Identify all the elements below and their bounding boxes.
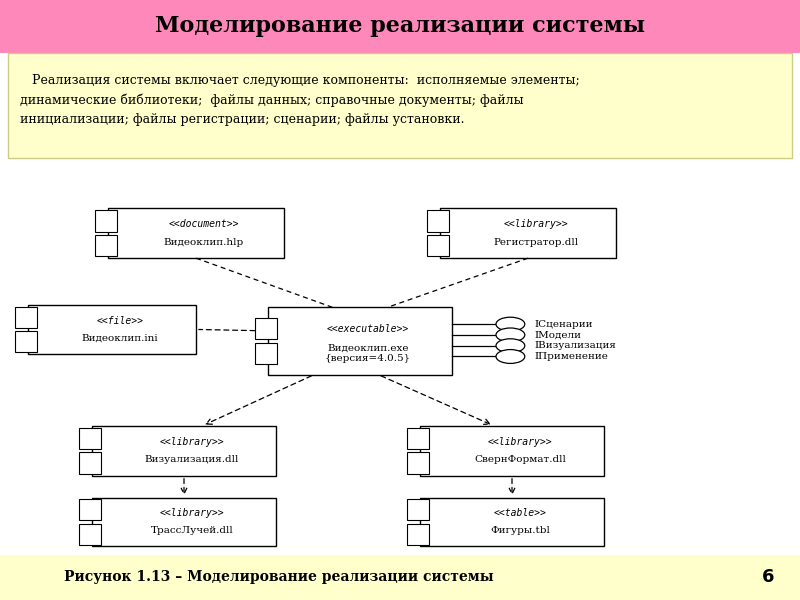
Text: IМодели: IМодели: [534, 331, 582, 340]
Text: <<library>>: <<library>>: [488, 437, 552, 447]
Bar: [426, 235, 449, 256]
Text: Реализация системы включает следующие компоненты:  исполняемые элементы;
динамич: Реализация системы включает следующие ко…: [20, 74, 580, 126]
Bar: [78, 524, 101, 545]
Text: <<document>>: <<document>>: [169, 219, 239, 229]
Bar: [78, 499, 101, 520]
Bar: [94, 235, 117, 256]
Text: <<library>>: <<library>>: [504, 219, 568, 229]
Bar: [108, 208, 284, 258]
Text: Видеоклип.hlp: Видеоклип.hlp: [164, 238, 244, 247]
Text: СвернФормат.dll: СвернФормат.dll: [474, 455, 566, 464]
Text: Визуализация.dll: Визуализация.dll: [145, 455, 239, 464]
Circle shape: [496, 339, 525, 353]
Text: Фигуры.tbl: Фигуры.tbl: [490, 526, 550, 535]
Circle shape: [496, 317, 525, 331]
Bar: [78, 428, 101, 449]
Bar: [420, 426, 604, 476]
Bar: [254, 318, 277, 340]
Bar: [78, 452, 101, 473]
Bar: [426, 211, 449, 232]
Bar: [14, 331, 37, 352]
Text: 6: 6: [762, 569, 774, 587]
Text: Регистратор.dll: Регистратор.dll: [494, 238, 578, 247]
Text: Рисунок 1.13 – Моделирование реализации системы: Рисунок 1.13 – Моделирование реализации …: [64, 571, 494, 584]
Text: Видеоклип.ini: Видеоклип.ini: [82, 334, 158, 343]
Circle shape: [496, 350, 525, 364]
Text: <<library>>: <<library>>: [160, 437, 224, 447]
Bar: [14, 307, 37, 328]
Bar: [254, 343, 277, 364]
Text: IСценарии: IСценарии: [534, 320, 593, 329]
Bar: [406, 499, 429, 520]
Text: ТрассЛучей.dll: ТрассЛучей.dll: [150, 526, 234, 535]
Circle shape: [496, 328, 525, 342]
Text: <<file>>: <<file>>: [97, 316, 143, 326]
Bar: [440, 208, 616, 258]
Text: IВизуализация: IВизуализация: [534, 341, 616, 350]
Bar: [94, 211, 117, 232]
Bar: [406, 428, 429, 449]
Text: IПрименение: IПрименение: [534, 352, 608, 361]
Bar: [268, 307, 452, 374]
Bar: [28, 305, 196, 353]
Text: <<table>>: <<table>>: [494, 508, 546, 518]
Text: <<library>>: <<library>>: [160, 508, 224, 518]
Bar: [420, 498, 604, 546]
Bar: [92, 498, 276, 546]
Bar: [406, 524, 429, 545]
Text: Видеоклип.exe
{версия=4.0.5}: Видеоклип.exe {версия=4.0.5}: [325, 343, 411, 363]
Text: Моделирование реализации системы: Моделирование реализации системы: [155, 16, 645, 37]
Bar: [92, 426, 276, 476]
Text: <<executable>>: <<executable>>: [327, 324, 409, 334]
Bar: [406, 452, 429, 473]
